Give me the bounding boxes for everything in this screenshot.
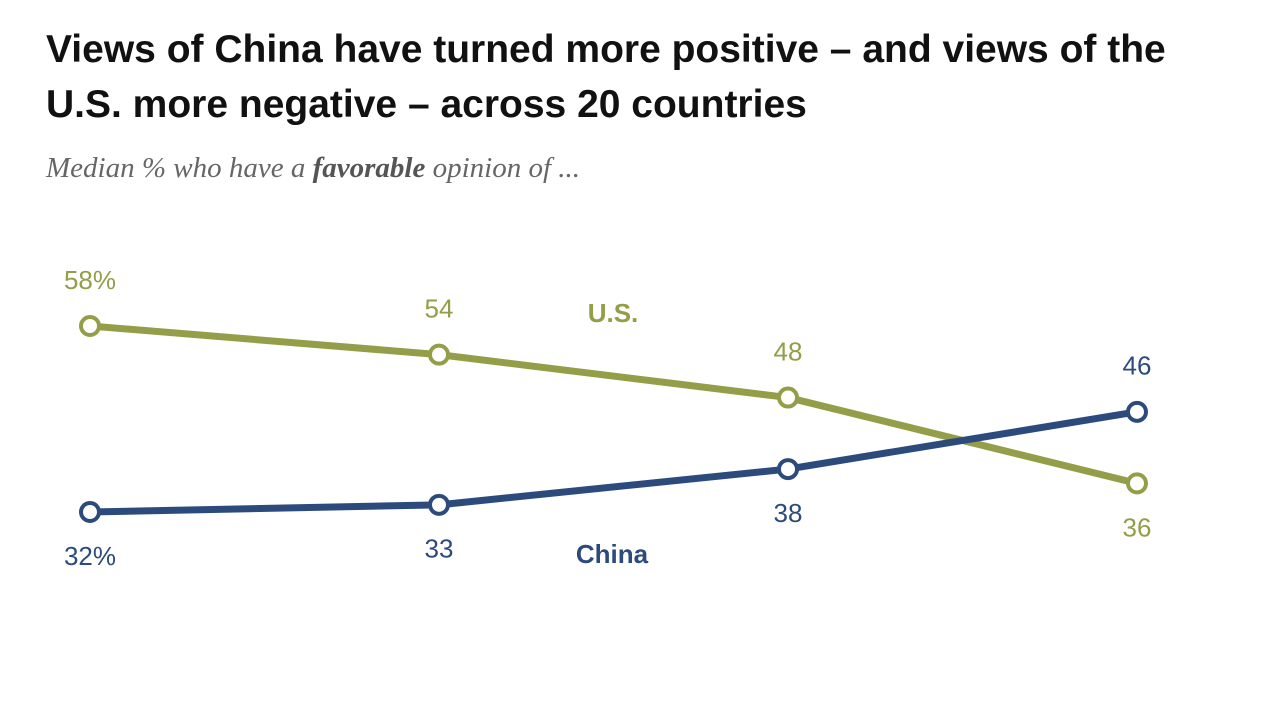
marker	[777, 386, 799, 409]
marker	[79, 500, 101, 523]
marker	[1126, 472, 1148, 495]
marker	[79, 315, 101, 338]
marker	[428, 343, 450, 366]
series-line	[89, 322, 1138, 487]
value-label: 54	[425, 293, 454, 323]
series-line	[89, 408, 1138, 516]
subtitle-part: Median % who have a	[45, 152, 313, 184]
value-label: 48	[774, 336, 803, 366]
value-label: 46	[1123, 351, 1152, 381]
marker	[777, 458, 799, 481]
subtitle: Median % who have a favorable opinion of…	[45, 152, 580, 184]
subtitle-part: favorable	[313, 152, 426, 184]
marker	[1126, 400, 1148, 423]
value-label: 58%	[64, 265, 116, 295]
value-label: 33	[425, 534, 454, 564]
value-label: 36	[1123, 512, 1152, 542]
subtitle-part: opinion of ...	[425, 152, 580, 184]
chart-title: Views of China have turned more positive…	[46, 28, 1166, 126]
series-label: China	[576, 539, 649, 569]
value-label: 32%	[64, 541, 116, 571]
series-label: U.S.	[588, 298, 639, 328]
marker	[428, 493, 450, 516]
value-label: 38	[774, 498, 803, 528]
